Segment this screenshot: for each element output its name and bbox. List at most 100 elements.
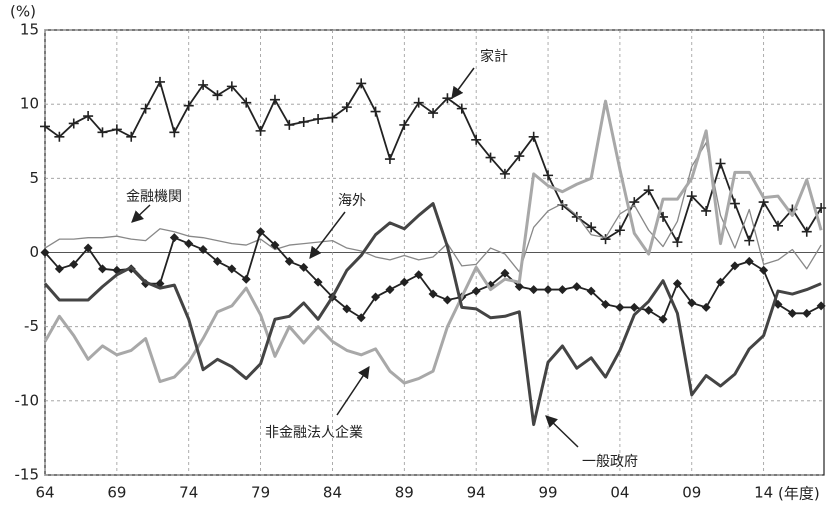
arrow bbox=[131, 204, 151, 223]
point-marker bbox=[744, 256, 754, 266]
point-marker bbox=[226, 81, 237, 92]
point-marker bbox=[385, 285, 395, 295]
series-line bbox=[44, 142, 822, 273]
point-marker bbox=[787, 308, 797, 318]
point-marker bbox=[514, 151, 525, 162]
point-marker bbox=[371, 292, 381, 302]
y-tick-label: -10 bbox=[15, 391, 40, 409]
point-marker bbox=[614, 225, 625, 236]
point-marker bbox=[629, 302, 639, 312]
series-label: 海外 bbox=[338, 193, 366, 209]
point-marker bbox=[442, 295, 452, 305]
point-marker bbox=[802, 308, 812, 318]
point-marker bbox=[701, 302, 711, 312]
y-tick-label: -5 bbox=[24, 317, 39, 335]
point-marker bbox=[499, 168, 510, 179]
point-marker bbox=[342, 304, 352, 314]
point-marker bbox=[414, 270, 424, 280]
point-marker bbox=[428, 108, 439, 119]
x-tick-label: 04 bbox=[610, 484, 629, 502]
point-marker bbox=[54, 131, 65, 142]
point-marker bbox=[716, 277, 726, 287]
point-marker bbox=[456, 103, 467, 114]
point-marker bbox=[773, 220, 784, 231]
annotations bbox=[131, 67, 579, 448]
point-marker bbox=[543, 170, 554, 181]
point-marker bbox=[543, 285, 553, 295]
point-marker bbox=[126, 131, 137, 142]
grid bbox=[44, 29, 824, 476]
point-marker bbox=[111, 124, 122, 135]
point-marker bbox=[83, 243, 93, 253]
point-marker bbox=[169, 127, 180, 138]
point-marker bbox=[399, 277, 409, 287]
point-marker bbox=[270, 240, 280, 250]
point-marker bbox=[83, 111, 94, 122]
point-marker bbox=[586, 222, 597, 233]
point-marker bbox=[500, 268, 510, 278]
point-marker bbox=[687, 298, 697, 308]
point-marker bbox=[801, 226, 812, 237]
point-marker bbox=[255, 125, 266, 136]
point-marker bbox=[40, 121, 50, 132]
x-tick-label: 69 bbox=[107, 484, 126, 502]
point-marker bbox=[744, 235, 755, 246]
point-marker bbox=[384, 154, 395, 165]
point-marker bbox=[600, 234, 611, 245]
point-marker bbox=[528, 131, 539, 142]
series-lines bbox=[40, 76, 827, 427]
point-marker bbox=[198, 245, 208, 255]
point-marker bbox=[529, 285, 539, 295]
point-marker bbox=[428, 289, 438, 299]
point-marker bbox=[370, 106, 381, 117]
point-marker bbox=[586, 286, 596, 296]
arrow bbox=[309, 211, 346, 259]
point-marker bbox=[399, 119, 410, 130]
point-marker bbox=[759, 265, 769, 275]
point-marker bbox=[169, 233, 179, 243]
point-marker bbox=[341, 102, 352, 113]
point-marker bbox=[471, 286, 481, 296]
point-marker bbox=[54, 264, 64, 274]
arrow bbox=[336, 366, 370, 416]
y-tick-label: -15 bbox=[15, 466, 40, 484]
arrow bbox=[545, 415, 579, 448]
point-marker bbox=[701, 205, 712, 216]
point-marker bbox=[198, 79, 209, 90]
x-tick-label: 79 bbox=[251, 484, 270, 502]
y-tick-label: 0 bbox=[29, 243, 39, 261]
point-marker bbox=[327, 112, 338, 123]
point-marker bbox=[571, 211, 582, 222]
x-tick-label: 84 bbox=[323, 484, 342, 502]
series-label: 金融機関 bbox=[126, 189, 182, 205]
point-marker bbox=[69, 259, 79, 269]
point-marker bbox=[154, 76, 165, 87]
point-marker bbox=[97, 264, 107, 274]
point-marker bbox=[313, 277, 323, 287]
point-marker bbox=[413, 97, 424, 108]
point-marker bbox=[298, 116, 309, 127]
x-unit: (年度) bbox=[778, 485, 820, 503]
point-marker bbox=[313, 114, 324, 124]
y-unit: (%) bbox=[10, 3, 36, 21]
x-tick-label: 94 bbox=[467, 484, 486, 502]
point-marker bbox=[68, 118, 79, 129]
point-marker bbox=[715, 158, 726, 169]
point-marker bbox=[730, 261, 740, 271]
series-line bbox=[43, 202, 822, 427]
point-marker bbox=[256, 227, 266, 237]
point-marker bbox=[356, 78, 367, 89]
y-tick-label: 10 bbox=[20, 95, 39, 113]
series-label: 家計 bbox=[480, 48, 508, 65]
x-tick-label: 89 bbox=[395, 484, 414, 502]
x-tick-label: 09 bbox=[682, 484, 701, 502]
point-marker bbox=[601, 299, 611, 309]
y-tick-label: 15 bbox=[20, 21, 39, 39]
point-marker bbox=[183, 100, 194, 111]
point-marker bbox=[557, 285, 567, 295]
point-marker bbox=[212, 90, 223, 101]
point-marker bbox=[471, 134, 482, 145]
x-tick-label: 74 bbox=[179, 484, 198, 502]
point-marker bbox=[644, 305, 654, 315]
point-marker bbox=[299, 262, 309, 272]
